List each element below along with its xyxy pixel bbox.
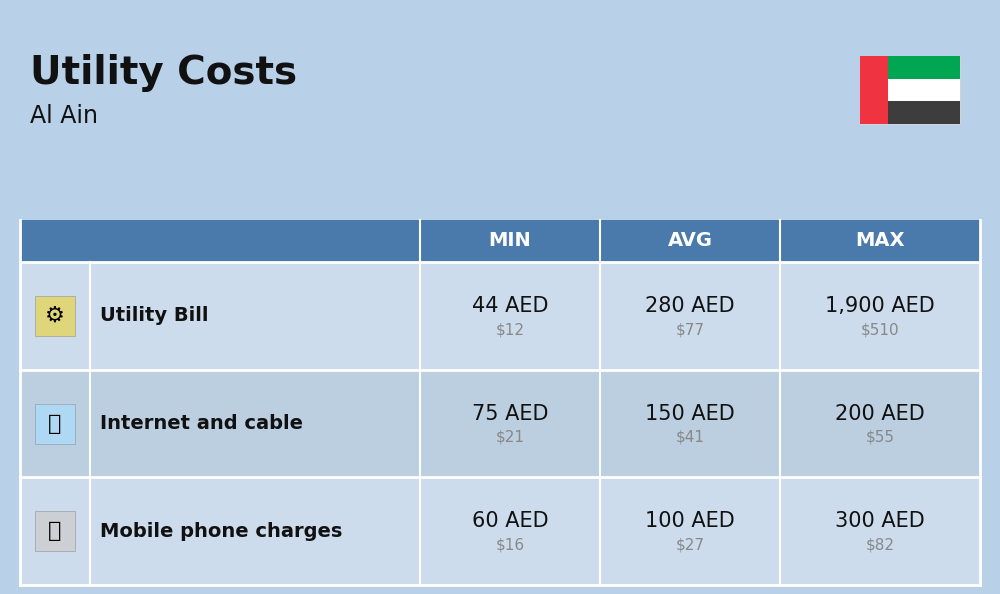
Text: 100 AED: 100 AED bbox=[645, 511, 735, 531]
Text: 📱: 📱 bbox=[48, 521, 62, 541]
Text: MAX: MAX bbox=[855, 232, 905, 251]
Bar bbox=[35, 296, 75, 336]
Text: $55: $55 bbox=[866, 430, 895, 445]
Bar bbox=[35, 511, 75, 551]
Text: $27: $27 bbox=[676, 538, 704, 552]
Bar bbox=[888, 78, 960, 102]
Text: 150 AED: 150 AED bbox=[645, 403, 735, 424]
Bar bbox=[888, 56, 960, 78]
Bar bbox=[35, 403, 75, 444]
Text: 200 AED: 200 AED bbox=[835, 403, 925, 424]
Text: ⚙: ⚙ bbox=[45, 306, 65, 326]
Bar bbox=[20, 262, 980, 369]
Text: 44 AED: 44 AED bbox=[472, 296, 548, 316]
Bar bbox=[888, 102, 960, 124]
Text: $21: $21 bbox=[496, 430, 524, 445]
Text: $82: $82 bbox=[866, 538, 895, 552]
Bar bbox=[20, 478, 980, 585]
Bar bbox=[860, 56, 888, 124]
Text: AVG: AVG bbox=[668, 232, 712, 251]
Text: 60 AED: 60 AED bbox=[472, 511, 548, 531]
Text: 📡: 📡 bbox=[48, 413, 62, 434]
Text: 75 AED: 75 AED bbox=[472, 403, 548, 424]
Text: $41: $41 bbox=[676, 430, 704, 445]
Text: Al Ain: Al Ain bbox=[30, 104, 98, 128]
Text: $12: $12 bbox=[496, 323, 524, 337]
Text: Utility Bill: Utility Bill bbox=[100, 307, 208, 326]
Text: $77: $77 bbox=[676, 323, 704, 337]
Text: $16: $16 bbox=[495, 538, 525, 552]
Text: Utility Costs: Utility Costs bbox=[30, 54, 297, 92]
Text: $510: $510 bbox=[861, 323, 899, 337]
Text: MIN: MIN bbox=[489, 232, 531, 251]
Text: 300 AED: 300 AED bbox=[835, 511, 925, 531]
Bar bbox=[860, 56, 960, 124]
Text: Internet and cable: Internet and cable bbox=[100, 414, 303, 433]
Bar bbox=[20, 369, 980, 478]
Text: 280 AED: 280 AED bbox=[645, 296, 735, 316]
Text: 1,900 AED: 1,900 AED bbox=[825, 296, 935, 316]
Bar bbox=[20, 220, 980, 262]
Text: Mobile phone charges: Mobile phone charges bbox=[100, 522, 342, 541]
